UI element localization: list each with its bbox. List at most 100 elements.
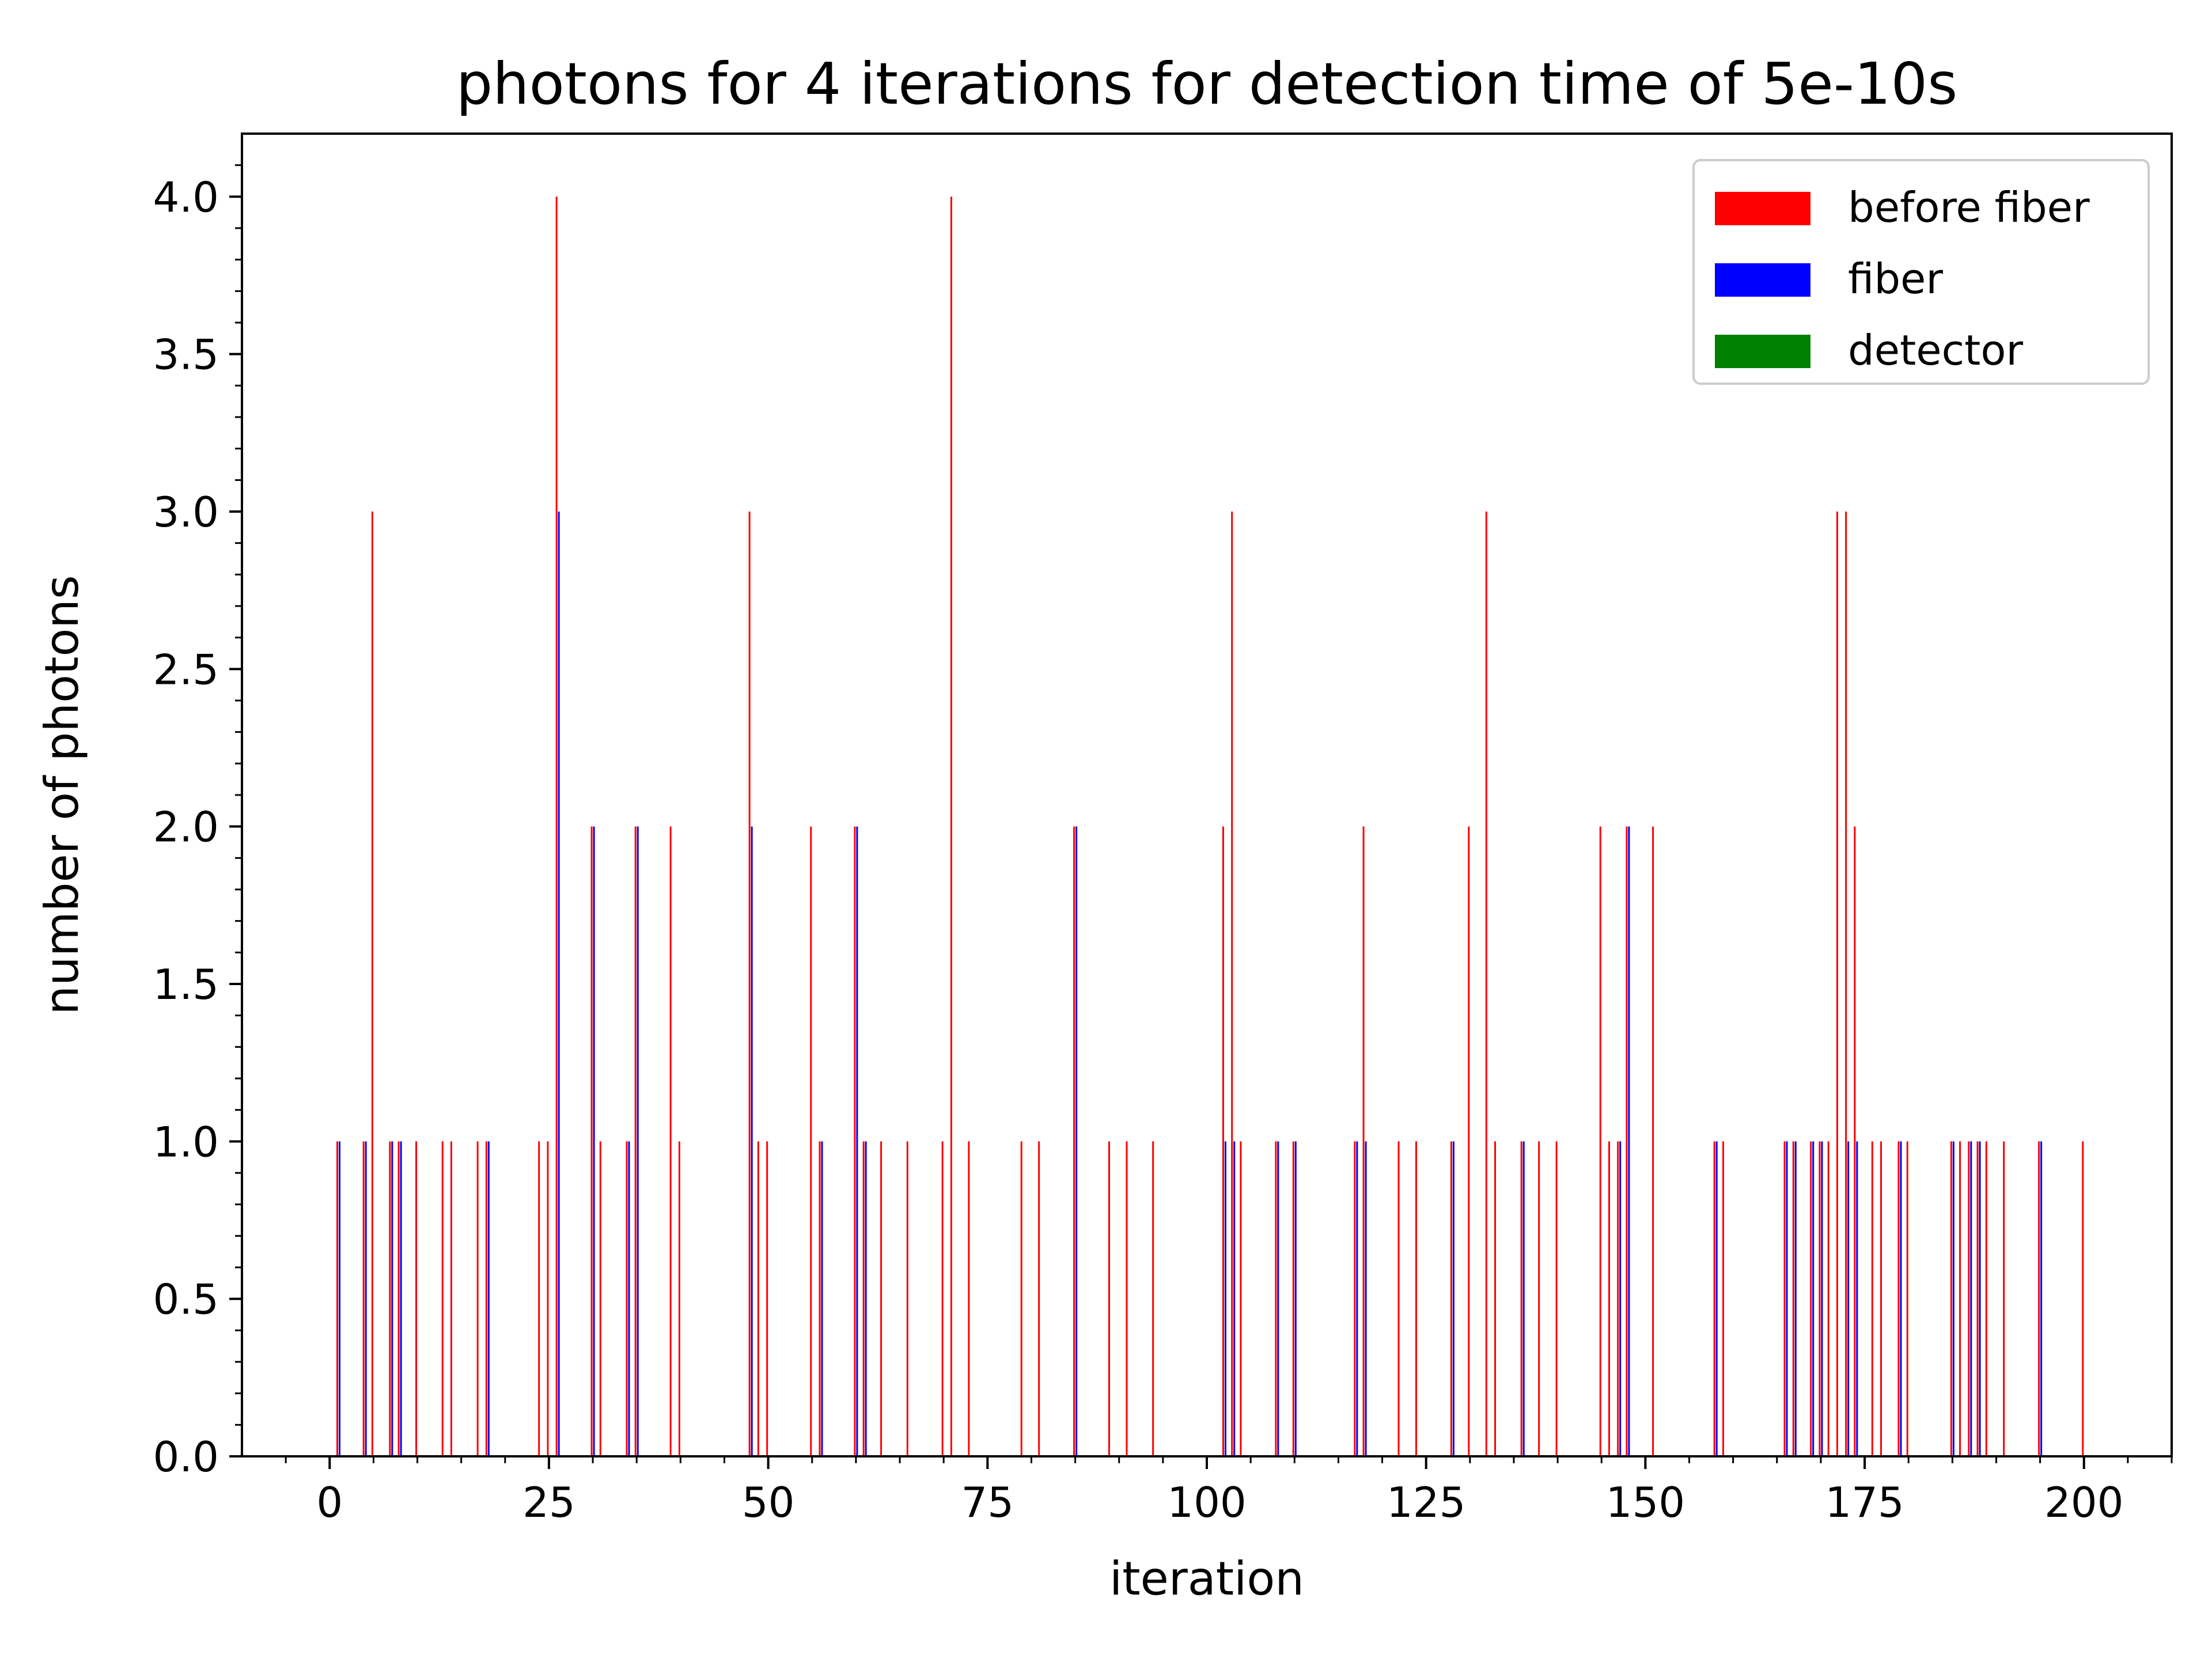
bar-fiber <box>1224 1141 1226 1456</box>
bar-before-fiber <box>1038 1141 1040 1456</box>
bar-before-fiber <box>1362 826 1365 1456</box>
bar-before-fiber <box>1827 1141 1830 1456</box>
bar-before-fiber <box>2003 1141 2005 1456</box>
bar-before-fiber <box>1415 1141 1417 1456</box>
bar-fiber <box>593 826 595 1456</box>
bar-before-fiber <box>397 1141 400 1456</box>
bar-before-fiber <box>441 1141 444 1456</box>
x-tick-label: 25 <box>522 1478 575 1527</box>
bar-before-fiber <box>371 512 373 1456</box>
bar-before-fiber <box>968 1141 970 1456</box>
x-tick-label: 100 <box>1167 1478 1246 1527</box>
bar-before-fiber <box>854 826 856 1456</box>
bar-before-fiber <box>362 1141 365 1456</box>
bar-fiber <box>1970 1141 1972 1456</box>
bar-before-fiber <box>1906 1141 1908 1456</box>
bar-fiber <box>1277 1141 1279 1456</box>
ticks-layer: 0 25 50 75 100 125 150 175 200 0.0 0.5 1.0 1.5 2.0 2.5… <box>153 164 2173 1527</box>
bar-before-fiber <box>1292 1141 1294 1456</box>
legend-swatch <box>1715 263 1810 297</box>
bar-before-fiber <box>599 1141 601 1456</box>
bar-before-fiber <box>1520 1141 1522 1456</box>
bar-before-fiber <box>1073 826 1075 1456</box>
bar-fiber <box>1821 1141 1823 1456</box>
bar-fiber <box>1075 826 1078 1456</box>
bar-fiber <box>1794 1141 1797 1456</box>
bar-before-fiber <box>1626 826 1628 1456</box>
bar-fiber <box>1452 1141 1455 1456</box>
bar-before-fiber <box>1450 1141 1452 1456</box>
x-tick-label: 175 <box>1825 1478 1904 1527</box>
bar-before-fiber <box>1494 1141 1496 1456</box>
bar-before-fiber <box>1968 1141 1970 1456</box>
legend-swatch <box>1715 192 1810 225</box>
bar-before-fiber <box>1152 1141 1154 1456</box>
bar-before-fiber <box>1985 1141 1987 1456</box>
bar-before-fiber <box>1792 1141 1794 1456</box>
bar-before-fiber <box>757 1141 759 1456</box>
bar-before-fiber <box>1108 1141 1110 1456</box>
bar-before-fiber <box>1538 1141 1540 1456</box>
bar-before-fiber <box>862 1141 865 1456</box>
bar-fiber <box>339 1141 340 1456</box>
bar-fiber <box>865 1141 867 1456</box>
bar-before-fiber <box>1854 826 1856 1456</box>
bar-before-fiber <box>1976 1141 1979 1456</box>
y-tick-label: 3.0 <box>153 488 219 536</box>
y-tick-label: 2.5 <box>153 645 219 694</box>
x-tick-label: 125 <box>1387 1478 1465 1527</box>
bar-fiber <box>637 826 639 1456</box>
legend-label: before fiber <box>1848 183 2090 232</box>
bar-before-fiber <box>1608 1141 1610 1456</box>
bar-fiber <box>1233 1141 1236 1456</box>
x-tick-label: 200 <box>2044 1478 2123 1527</box>
y-tick-label: 4.0 <box>153 173 219 221</box>
bar-before-fiber <box>1783 1141 1786 1456</box>
bar-before-fiber <box>476 1141 479 1456</box>
bar-before-fiber <box>1810 1141 1812 1456</box>
bar-before-fiber <box>1836 512 1838 1456</box>
bar-fiber <box>1786 1141 1788 1456</box>
bar-fiber <box>628 1141 630 1456</box>
bar-before-fiber <box>678 1141 680 1456</box>
bar-before-fiber <box>1845 512 1847 1456</box>
bar-fiber <box>400 1141 402 1456</box>
legend-label: fiber <box>1848 255 1943 303</box>
bar-fiber <box>1522 1141 1525 1456</box>
bar-before-fiber <box>766 1141 768 1456</box>
bar-before-fiber <box>906 1141 908 1456</box>
y-tick-label: 1.0 <box>153 1118 219 1166</box>
bar-fiber <box>821 1141 823 1456</box>
bar-before-fiber <box>748 512 751 1456</box>
bar-before-fiber <box>1397 1141 1400 1456</box>
bar-before-fiber <box>669 826 672 1456</box>
bar-before-fiber <box>626 1141 628 1456</box>
bar-fiber <box>1619 1141 1622 1456</box>
bar-fiber <box>1979 1141 1981 1456</box>
bar-before-fiber <box>1959 1141 1961 1456</box>
bar-before-fiber <box>941 1141 944 1456</box>
bar-before-fiber <box>590 826 593 1456</box>
bar-before-fiber <box>1880 1141 1882 1456</box>
bar-before-fiber <box>1354 1141 1356 1456</box>
legend-swatch <box>1715 335 1810 368</box>
bar-fiber <box>365 1141 367 1456</box>
bar-fiber <box>487 1141 490 1456</box>
bar-fiber <box>1952 1141 1955 1456</box>
bar-before-fiber <box>1240 1141 1242 1456</box>
x-tick-label: 0 <box>316 1478 343 1527</box>
bar-before-fiber <box>555 196 558 1456</box>
legend: before fiber fiber detector <box>1692 159 2150 385</box>
y-tick-label: 3.5 <box>153 331 219 379</box>
bar-before-fiber <box>2038 1141 2040 1456</box>
bar-fiber <box>1628 826 1630 1456</box>
bar-fiber <box>1365 1141 1367 1456</box>
bars-layer <box>336 196 2084 1456</box>
y-tick-label: 0.5 <box>153 1275 219 1324</box>
bar-fiber <box>1856 1141 1858 1456</box>
bar-before-fiber <box>819 1141 821 1456</box>
bar-fiber <box>1847 1141 1850 1456</box>
bar-before-fiber <box>1020 1141 1022 1456</box>
